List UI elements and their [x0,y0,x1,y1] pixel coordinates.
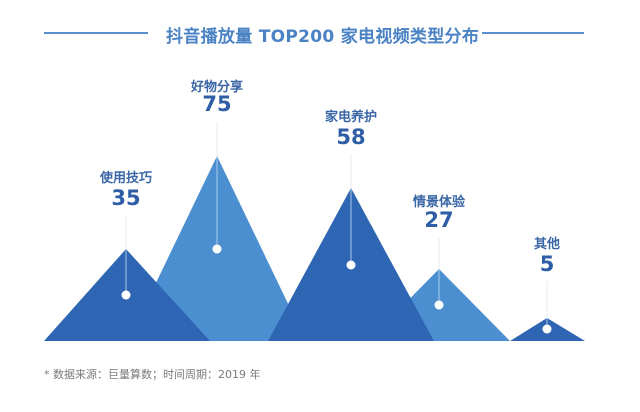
category-label: 使用技巧 [99,171,152,186]
data-source-footnote: * 数据来源：巨量算数；时间周期：2019 年 [44,368,261,381]
category-label: 好物分享 [190,80,243,95]
category-value: 58 [336,125,366,149]
chart-header: 抖音播放量 TOP200 家电视频类型分布 [0,0,640,60]
peak-dot [434,300,444,310]
category-value: 75 [202,92,232,116]
title-divider-left [44,32,148,34]
chart-title: 抖音播放量 TOP200 家电视频类型分布 [166,27,480,47]
peak-dot [121,290,131,300]
category-value: 5 [539,252,555,276]
category-value: 35 [111,186,141,210]
peak-dot [346,260,356,270]
category-value: 27 [424,208,454,232]
title-divider-right [482,32,584,34]
category-label: 情景体验 [412,195,465,210]
peak-dot [212,244,222,254]
category-label: 家电养护 [324,110,377,125]
peak-dot [542,324,552,334]
category-label: 其他 [533,237,560,252]
